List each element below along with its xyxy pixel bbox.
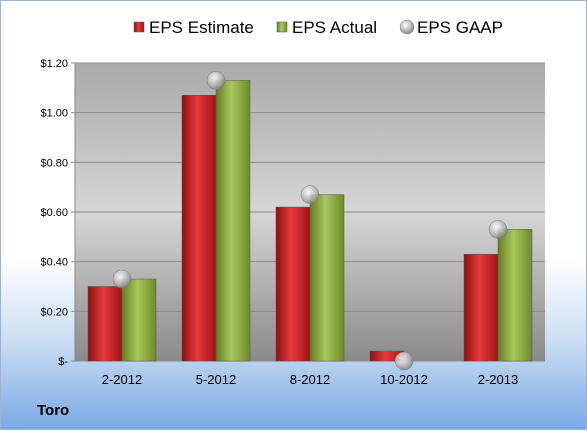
y-tick-label: $1.00 [40,108,68,120]
legend-label: EPS Actual [292,18,377,37]
bar-eps-actual [215,80,251,362]
legend-label: EPS Estimate [149,18,254,37]
x-tick-label: 2-2013 [478,372,518,387]
y-tick-label: $0.80 [40,157,68,169]
y-tick-label: $1.20 [40,58,68,70]
marker-eps-gaap [488,220,508,239]
y-tick-label: $0.60 [40,207,68,219]
marker-eps-gaap [394,351,414,371]
x-tick-label: 8-2012 [290,372,330,387]
x-tick-label: 5-2012 [196,372,236,387]
bar-eps-estimate [181,95,217,362]
y-tick-label: $0.20 [40,306,68,318]
bar-eps-actual [121,278,157,362]
legend-swatch-eps-estimate [133,21,145,33]
legend-label: EPS GAAP [417,18,503,37]
bar-eps-actual [497,229,533,362]
x-tick-label: 2-2012 [102,372,142,387]
legend-swatch-eps-actual [276,21,288,33]
bar-eps-actual [309,194,345,362]
bar-eps-estimate [275,206,311,362]
marker-eps-gaap [300,185,320,204]
x-tick-label: 10-2012 [380,372,428,387]
marker-eps-gaap [206,71,226,90]
y-tick-label: $0.40 [40,257,68,269]
bar-eps-estimate [463,253,499,362]
bar-eps-estimate [87,286,123,362]
company-name: Toro [37,402,70,419]
y-tick-label: $- [58,356,68,368]
marker-eps-gaap [112,269,132,289]
legend-swatch-eps-gaap [399,19,415,35]
